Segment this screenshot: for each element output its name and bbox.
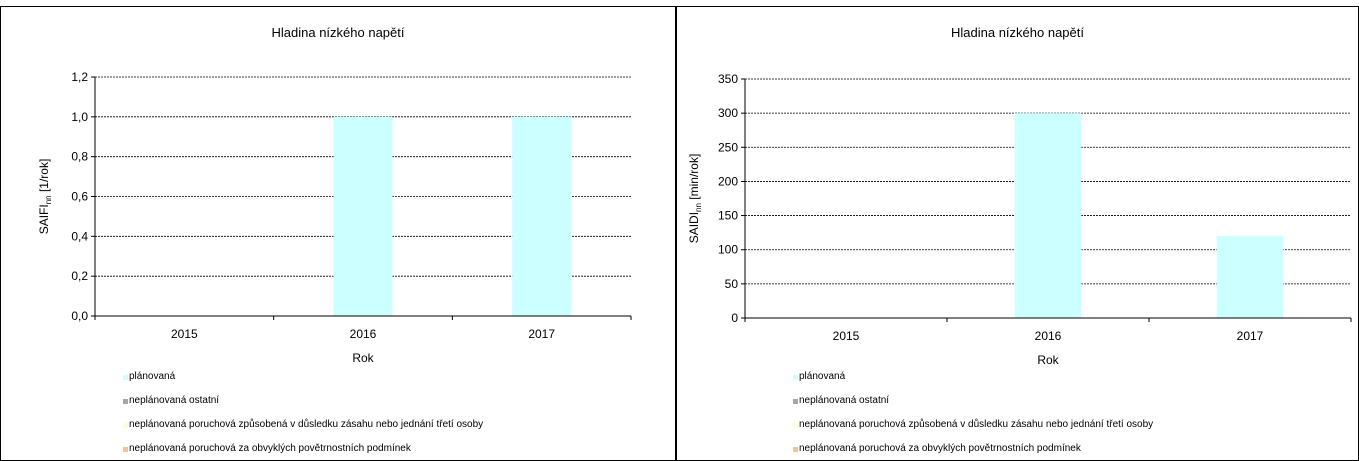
legend-label: neplánovaná poruchová způsobená v důsled… [129,419,484,430]
legend-item: neplánovaná poruchová způsobená v důsled… [793,419,1153,431]
y-axis-title-sub: nn [694,203,703,212]
bar-2017 [1216,236,1284,318]
legend-item: plánovaná [123,371,175,383]
y-tick-label: 0,6 [71,190,88,204]
legend-swatch [793,422,798,428]
y-axis-title-sub: nn [44,195,53,204]
legend-label: neplánovaná poruchová za obvyklých povět… [799,443,1081,454]
y-axis-title: SAIFInn [1/rok] [37,159,53,235]
y-tick-label: 0,2 [71,269,88,283]
y-tick-label: 100 [718,243,738,257]
legend-swatch [123,422,128,428]
y-axis-title: SAIDInn [min/rok] [687,154,703,244]
legend-item: neplánovaná poruchová za obvyklých povět… [123,443,411,455]
saifi-chart: 0,0 0,2 0,4 0,6 0,8 1,0 1,2 2015 2016 2017 Rok SAIF… [37,70,632,365]
x-tick-label: 2016 [350,327,377,341]
x-tick-label: 2017 [528,327,555,341]
chart-title: Hladina nízkého napětí [951,25,1084,40]
legend-label: plánovaná [799,371,846,382]
saifi-chart-panel: Hladina nízkého napětí 0,0 0,2 0,4 0,6 0,8 1,… [0,6,676,461]
legend-item: neplánovaná ostatní [123,395,219,407]
y-axis-title-main: SAIFI [37,204,51,234]
y-tick-label: 50 [725,277,739,291]
bar-2016 [333,116,393,316]
y-tick-label: 0 [731,311,738,325]
y-tick-label: 250 [718,140,738,154]
legend-label: neplánovaná ostatní [129,395,220,406]
legend-label: neplánovaná poruchová za obvyklých povět… [129,443,411,454]
legend-label: neplánovaná ostatní [799,395,890,406]
y-tick-label: 300 [718,106,738,120]
x-tick-label: 2015 [171,327,198,341]
legend-item: plánovaná [793,371,845,383]
x-tick-label: 2016 [1035,329,1062,343]
y-tick-label: 150 [718,209,738,223]
y-axis-title-unit: [1/rok] [37,159,51,196]
legend-item: neplánovaná ostatní [793,395,889,407]
y-tick-label: 1,2 [71,70,88,84]
legend-swatch [123,446,128,452]
legend-swatch [793,398,798,404]
legend-swatch [123,374,128,380]
legend-label: neplánovaná poruchová způsobená v důsled… [799,419,1154,430]
y-tick-label: 0,0 [71,309,88,323]
saidi-chart: 0 50 100 150 200 250 300 350 2015 2016 2017 Rok SAID… [687,72,1352,367]
x-axis-title: Rok [352,351,374,365]
y-tick-label: 0,4 [71,229,88,243]
x-axis-title: Rok [1037,353,1059,367]
legend-label: plánovaná [129,371,176,382]
y-tick-label: 200 [718,174,738,188]
bar-2017 [512,116,572,316]
legend-swatch [793,374,798,380]
x-tick-label: 2017 [1237,329,1264,343]
y-tick-label: 350 [718,72,738,86]
saidi-chart-panel: Hladina nízkého napětí 0 50 100 150 200 250 30… [676,6,1359,461]
x-tick-label: 2015 [833,329,860,343]
legend-item: neplánovaná poruchová za obvyklých povět… [793,443,1081,455]
legend-swatch [123,398,128,404]
legend-item: neplánovaná poruchová způsobená v důsled… [123,419,483,431]
y-tick-label: 1,0 [71,110,88,124]
bar-2016 [1014,113,1082,319]
chart-title: Hladina nízkého napětí [271,25,405,40]
y-tick-label: 0,8 [71,150,88,164]
y-axis-title-unit: [min/rok] [687,154,701,203]
y-axis-title-main: SAIDI [687,212,701,243]
legend-swatch [793,446,798,452]
